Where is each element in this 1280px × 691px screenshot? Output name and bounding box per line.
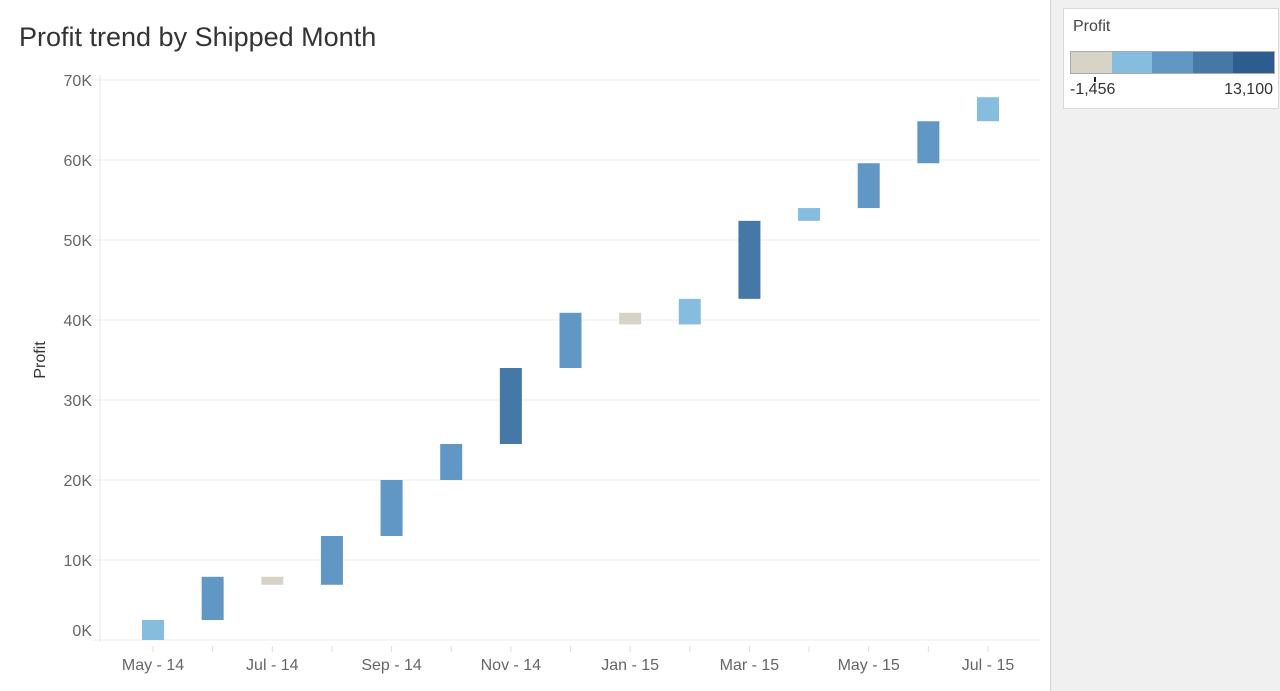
y-tick-label: 50K — [64, 233, 93, 250]
waterfall-bar[interactable] — [738, 220, 761, 299]
legend-panel: Profit -1,456 13,100 — [1051, 0, 1280, 691]
color-legend[interactable]: Profit -1,456 13,100 — [1063, 8, 1279, 109]
chart-title: Profit trend by Shipped Month — [19, 22, 377, 52]
waterfall-bar[interactable] — [201, 576, 224, 620]
waterfall-bar[interactable] — [380, 480, 403, 536]
waterfall-bar[interactable] — [440, 444, 463, 480]
legend-swatch — [1071, 52, 1112, 73]
y-tick-label: 60K — [64, 153, 93, 170]
chart-panel: Profit trend by Shipped Month 0K 10K 20K 30… — [19, 0, 1051, 691]
y-tick-label: 40K — [64, 313, 93, 330]
x-tick-label: May - 14 — [122, 657, 184, 674]
waterfall-bar[interactable] — [917, 121, 940, 164]
y-tick-label: 30K — [64, 393, 93, 410]
waterfall-chart: 0K 10K 20K 30K 40K 50K 60K 70K May - 14 Jul - 14 S… — [32, 73, 1040, 674]
legend-title: Profit — [1073, 18, 1111, 35]
waterfall-bar[interactable] — [261, 576, 284, 585]
y-tick-label: 20K — [64, 473, 93, 490]
waterfall-bar[interactable] — [499, 368, 522, 444]
legend-min-label: -1,456 — [1070, 81, 1116, 98]
y-tick-label: 70K — [64, 73, 93, 90]
x-tick-label: Jul - 14 — [246, 657, 299, 674]
x-tick-label: Sep - 14 — [361, 657, 422, 674]
waterfall-bar[interactable] — [977, 97, 999, 122]
waterfall-bar[interactable] — [619, 312, 642, 325]
waterfall-bar[interactable] — [857, 163, 880, 209]
y-axis-label: Profit — [32, 341, 49, 379]
waterfall-bar[interactable] — [678, 298, 701, 325]
legend-swatch — [1152, 52, 1193, 73]
waterfall-bar[interactable] — [559, 312, 582, 368]
legend-color-ramp — [1070, 51, 1275, 74]
legend-swatch — [1233, 52, 1274, 73]
x-tick-label: Nov - 14 — [481, 657, 542, 674]
x-tick-label: Jan - 15 — [601, 657, 659, 674]
waterfall-bar[interactable] — [320, 536, 343, 585]
y-tick-label: 0K — [72, 623, 92, 640]
legend-swatch — [1192, 52, 1234, 73]
waterfall-bar[interactable] — [142, 620, 164, 640]
x-tick-label: Mar - 15 — [720, 657, 780, 674]
legend-zero-tick — [1094, 77, 1096, 82]
legend-swatch — [1111, 52, 1153, 73]
x-tick-label: May - 15 — [838, 657, 900, 674]
legend-max-label: 13,100 — [1224, 81, 1273, 98]
waterfall-bar[interactable] — [798, 208, 821, 221]
y-tick-label: 10K — [64, 553, 93, 570]
x-tick-label: Jul - 15 — [962, 657, 1015, 674]
